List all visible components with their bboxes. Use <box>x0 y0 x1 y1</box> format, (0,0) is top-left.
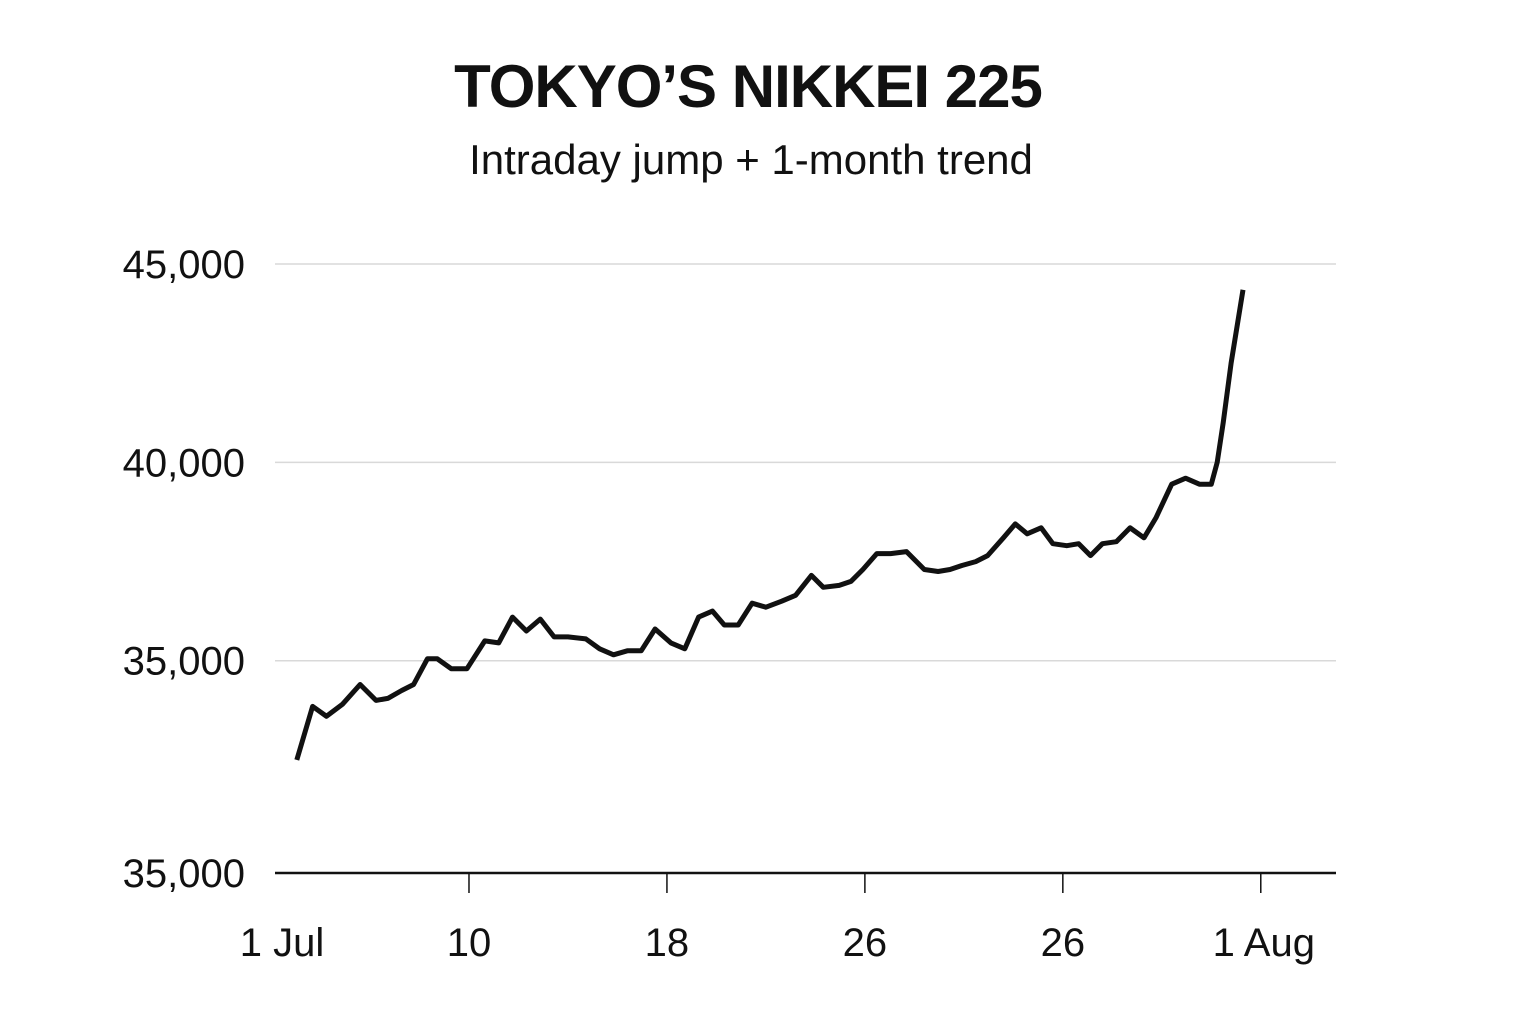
x-tick-label: 1 Jul <box>240 921 325 965</box>
x-tick-label: 1 Aug <box>1213 921 1315 965</box>
y-tick-label: 35,000 <box>123 640 245 684</box>
chart-title: TOKYO’S NIKKEI 225 <box>454 53 1043 120</box>
y-tick-label: 45,000 <box>123 243 245 287</box>
x-tick-label: 26 <box>843 921 888 965</box>
series-line <box>294 289 1246 761</box>
y-tick-label: 40,000 <box>123 441 245 485</box>
x-tick-label: 10 <box>447 921 492 965</box>
y-tick-label: 35,000 <box>123 852 245 896</box>
x-tick-label: 18 <box>645 921 690 965</box>
chart-subtitle: Intraday jump + 1-month trend <box>469 136 1033 183</box>
x-tick-label: 26 <box>1041 921 1086 965</box>
